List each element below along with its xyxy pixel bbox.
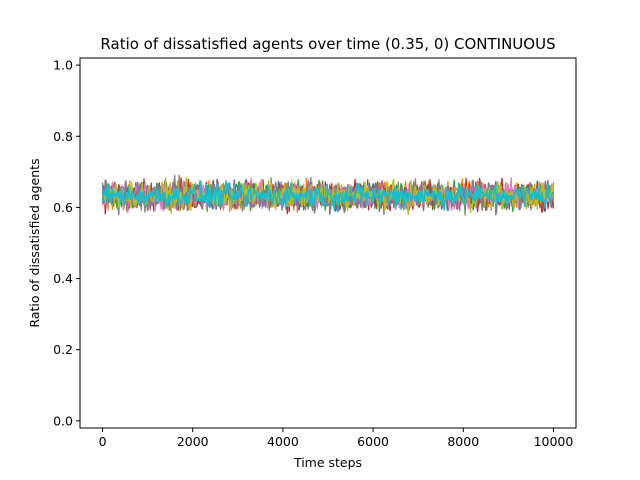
y-tick-label: 0.4 (53, 271, 73, 286)
x-tick-label: 0 (99, 434, 107, 449)
series-line-10 (101, 180, 555, 211)
plot-frame (79, 57, 577, 429)
x-tick-label: 10000 (534, 434, 574, 449)
x-tick-label: 8000 (447, 434, 479, 449)
x-axis: 0 2000 4000 6000 8000 10000 (99, 428, 574, 449)
y-tick-label: 1.0 (53, 58, 73, 73)
y-tick-label: 0.6 (53, 200, 73, 215)
x-tick-label: 6000 (357, 434, 389, 449)
x-tick-label: 2000 (177, 434, 209, 449)
y-axis-label: Ratio of dissatisfied agents (27, 158, 42, 327)
series-layer (101, 174, 555, 216)
y-axis: 0.0 0.2 0.4 0.6 0.8 1.0 (53, 58, 80, 428)
y-tick-label: 0.0 (53, 413, 73, 428)
y-tick-label: 0.8 (53, 129, 73, 144)
y-tick-label: 0.2 (53, 342, 73, 357)
x-tick-label: 4000 (267, 434, 299, 449)
chart-title: Ratio of dissatisfied agents over time (… (100, 35, 555, 53)
x-axis-label: Time steps (293, 455, 362, 470)
